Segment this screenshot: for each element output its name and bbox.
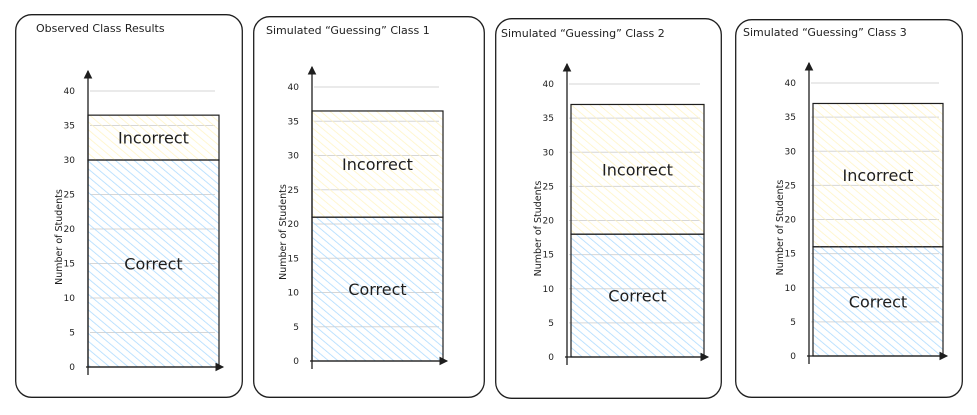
bar-segment-outline: [570, 103, 705, 235]
y-tick-label: 25: [288, 186, 299, 196]
chart-title: Simulated “Guessing” Class 3: [743, 26, 907, 39]
y-tick-label: 0: [69, 363, 75, 373]
bar-segment-correct: [813, 246, 943, 356]
y-tick-label: 40: [64, 87, 76, 97]
y-axis-label: Number of Students: [533, 181, 544, 277]
y-axis-arrow-icon: [307, 65, 317, 75]
y-tick-label: 15: [288, 254, 299, 264]
x-axis-arrow-icon: [439, 356, 449, 366]
y-tick-label: 30: [288, 152, 300, 162]
chart-title: Observed Class Results: [36, 22, 165, 35]
y-axis-arrow-icon: [83, 69, 93, 79]
chart-panel-1: Observed Class Results 0 5 10 15 20 25 30 35 40 Nu…: [15, 14, 243, 398]
y-tick-label: 20: [543, 217, 555, 227]
chart-title: Simulated “Guessing” Class 1: [266, 24, 430, 37]
segment-label-incorrect: Incorrect: [342, 155, 413, 174]
y-tick-label: 30: [785, 147, 797, 157]
chart-panel-3: Simulated “Guessing” Class 2 0 5 10 15 20 25 30…: [495, 18, 722, 399]
y-axis-label: Number of Students: [54, 189, 65, 285]
y-axis-label: Number of Students: [775, 180, 786, 276]
y-tick-label: 5: [293, 323, 299, 333]
y-tick-label: 35: [543, 114, 554, 124]
chart-svg-4: Simulated “Guessing” Class 3 0 5 10 15 20 25 30…: [735, 19, 963, 398]
segment-label-incorrect: Incorrect: [118, 129, 189, 148]
chart-svg-2: Simulated “Guessing” Class 1 0 5 10 15 20 25 30…: [253, 16, 485, 398]
y-tick-label: 15: [64, 260, 75, 270]
y-axis-label: Number of Students: [278, 184, 289, 280]
bar-segment-incorrect: [88, 115, 219, 160]
y-tick-label: 40: [288, 83, 300, 93]
y-tick-label: 5: [790, 318, 796, 328]
y-tick-label: 30: [543, 148, 555, 158]
y-tick-label: 25: [543, 182, 554, 192]
y-tick-label: 0: [790, 352, 796, 362]
y-tick-label: 40: [785, 79, 797, 89]
y-axis-arrow-icon: [804, 61, 814, 71]
y-tick-label: 25: [785, 181, 796, 191]
bar-segment-incorrect: [813, 103, 943, 247]
y-axis-arrow-icon: [562, 62, 572, 72]
y-tick-label: 10: [64, 294, 76, 304]
segment-label-correct: Correct: [849, 292, 907, 311]
bar-segment-incorrect: [571, 104, 704, 235]
y-tick-label: 20: [288, 220, 300, 230]
segment-label-incorrect: Incorrect: [602, 160, 673, 179]
y-tick-label: 20: [785, 216, 797, 226]
chart-svg-3: Simulated “Guessing” Class 2 0 5 10 15 20 25 30…: [495, 18, 722, 399]
bar-segment-correct: [312, 217, 443, 361]
x-axis-arrow-icon: [700, 352, 710, 362]
y-tick-label: 5: [69, 329, 75, 339]
chart-svg-1: Observed Class Results 0 5 10 15 20 25 30 35 40 Nu…: [15, 14, 243, 398]
bar-segment-outline: [812, 102, 944, 248]
y-tick-label: 40: [543, 80, 555, 90]
y-tick-label: 10: [288, 289, 300, 299]
segment-label-correct: Correct: [608, 287, 666, 306]
y-tick-label: 35: [785, 113, 796, 123]
y-tick-label: 25: [64, 191, 75, 201]
x-axis-arrow-icon: [215, 362, 225, 372]
bar-segment-incorrect: [312, 110, 443, 218]
segment-label-incorrect: Incorrect: [843, 166, 914, 185]
y-tick-label: 35: [64, 122, 75, 132]
x-axis-arrow-icon: [939, 351, 949, 361]
segment-label-correct: Correct: [348, 280, 406, 299]
segment-label-correct: Correct: [124, 255, 182, 274]
bar-segment-correct: [88, 160, 219, 367]
y-tick-label: 10: [785, 284, 797, 294]
y-tick-label: 5: [548, 319, 554, 329]
y-tick-label: 0: [548, 353, 554, 363]
chart-panel-2: Simulated “Guessing” Class 1 0 5 10 15 20 25 30…: [253, 16, 485, 398]
y-tick-label: 20: [64, 225, 76, 235]
y-tick-label: 15: [785, 250, 796, 260]
chart-title: Simulated “Guessing” Class 2: [501, 27, 665, 40]
bar-segment-correct: [571, 234, 704, 357]
chart-panel-4: Simulated “Guessing” Class 3 0 5 10 15 20 25 30…: [735, 19, 963, 398]
y-tick-label: 0: [293, 357, 299, 367]
y-tick-label: 10: [543, 285, 555, 295]
y-tick-label: 15: [543, 251, 554, 261]
y-tick-label: 30: [64, 156, 76, 166]
y-tick-label: 35: [288, 117, 299, 127]
